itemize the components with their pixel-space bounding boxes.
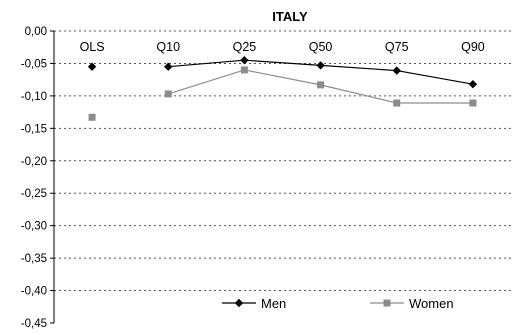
y-tick-label: -0,10 xyxy=(21,91,47,103)
data-point xyxy=(87,62,97,71)
data-point xyxy=(317,81,325,89)
gridlines xyxy=(54,30,511,292)
data-point xyxy=(316,61,325,70)
data-point xyxy=(240,56,249,65)
y-axis: 0,00 -0,05 -0,10 -0,15 -0,20 -0,25 -0,30 -0,35 -… xyxy=(21,26,54,330)
data-point xyxy=(392,66,401,75)
data-point xyxy=(164,90,172,98)
y-tick-label: -0,25 xyxy=(21,188,47,200)
legend-item-women: Women xyxy=(370,296,454,311)
legend-marker xyxy=(383,299,391,307)
y-tick-label: -0,30 xyxy=(21,221,47,233)
legend-marker xyxy=(234,298,244,308)
category-label: Q50 xyxy=(309,40,333,54)
y-tick-label: -0,45 xyxy=(21,318,47,330)
data-point xyxy=(468,80,478,89)
y-tick-label: -0,15 xyxy=(21,123,47,135)
category-label: OLS xyxy=(80,40,105,54)
category-label: Q25 xyxy=(233,40,257,54)
y-tick-label: -0,40 xyxy=(21,286,47,298)
category-label: Q90 xyxy=(461,40,485,54)
category-label: Q10 xyxy=(156,40,180,54)
legend: Men Women xyxy=(222,296,454,311)
data-point xyxy=(164,62,173,71)
series-group xyxy=(87,56,478,121)
data-point xyxy=(88,113,96,121)
data-point xyxy=(469,99,477,107)
series-men xyxy=(87,56,478,89)
x-axis-categories: OLS Q10 Q25 Q50 Q75 Q90 xyxy=(80,40,485,54)
category-label: Q75 xyxy=(385,40,409,54)
y-tick-label: -0,35 xyxy=(21,253,47,265)
data-point xyxy=(393,99,401,107)
y-tick-label: -0,20 xyxy=(21,156,47,168)
legend-item-men: Men xyxy=(222,296,286,311)
chart-title: ITALY xyxy=(272,9,308,24)
y-tick-label: -0,05 xyxy=(21,58,47,70)
data-point xyxy=(240,66,248,74)
y-tick-label: 0,00 xyxy=(25,26,47,38)
series-women xyxy=(88,66,477,121)
legend-label: Women xyxy=(409,296,454,311)
legend-label: Men xyxy=(261,296,286,311)
